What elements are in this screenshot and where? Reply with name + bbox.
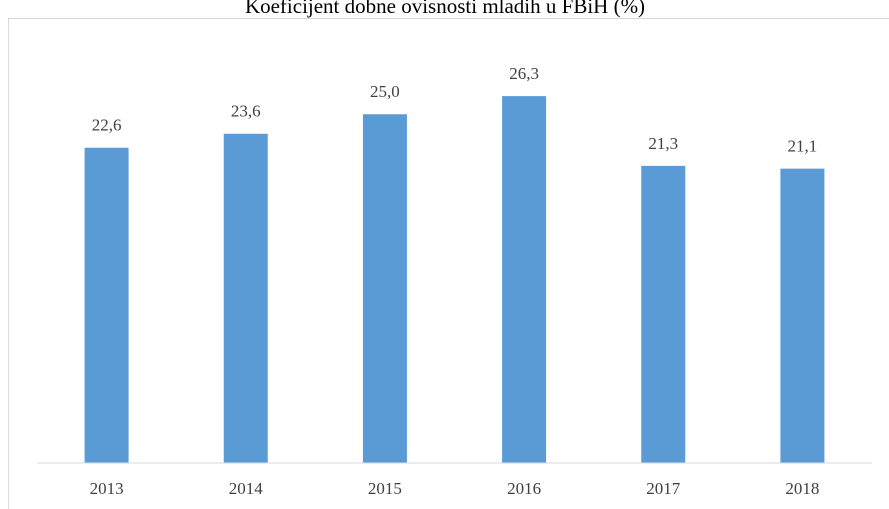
- bar: [780, 168, 825, 463]
- chart-title: Koeficijent dobne ovisnosti mladih u FBi…: [245, 0, 645, 18]
- data-label: 21,1: [788, 137, 818, 156]
- x-tick-label: 2014: [229, 479, 264, 498]
- data-label: 22,6: [92, 116, 122, 135]
- data-label: 25,0: [370, 82, 400, 101]
- bar: [362, 114, 407, 463]
- data-label: 26,3: [509, 64, 539, 83]
- data-label: 21,3: [648, 134, 678, 153]
- bar: [641, 165, 686, 464]
- bar: [223, 133, 268, 463]
- x-tick-label: 2016: [507, 479, 541, 498]
- chart-border: [8, 18, 889, 509]
- bar: [502, 96, 547, 464]
- x-tick-label: 2017: [646, 479, 681, 498]
- data-label: 23,6: [231, 102, 261, 121]
- bar: [84, 147, 129, 464]
- x-tick-label: 2015: [368, 479, 402, 498]
- x-tick-label: 2018: [785, 479, 819, 498]
- x-tick-label: 2013: [90, 479, 124, 498]
